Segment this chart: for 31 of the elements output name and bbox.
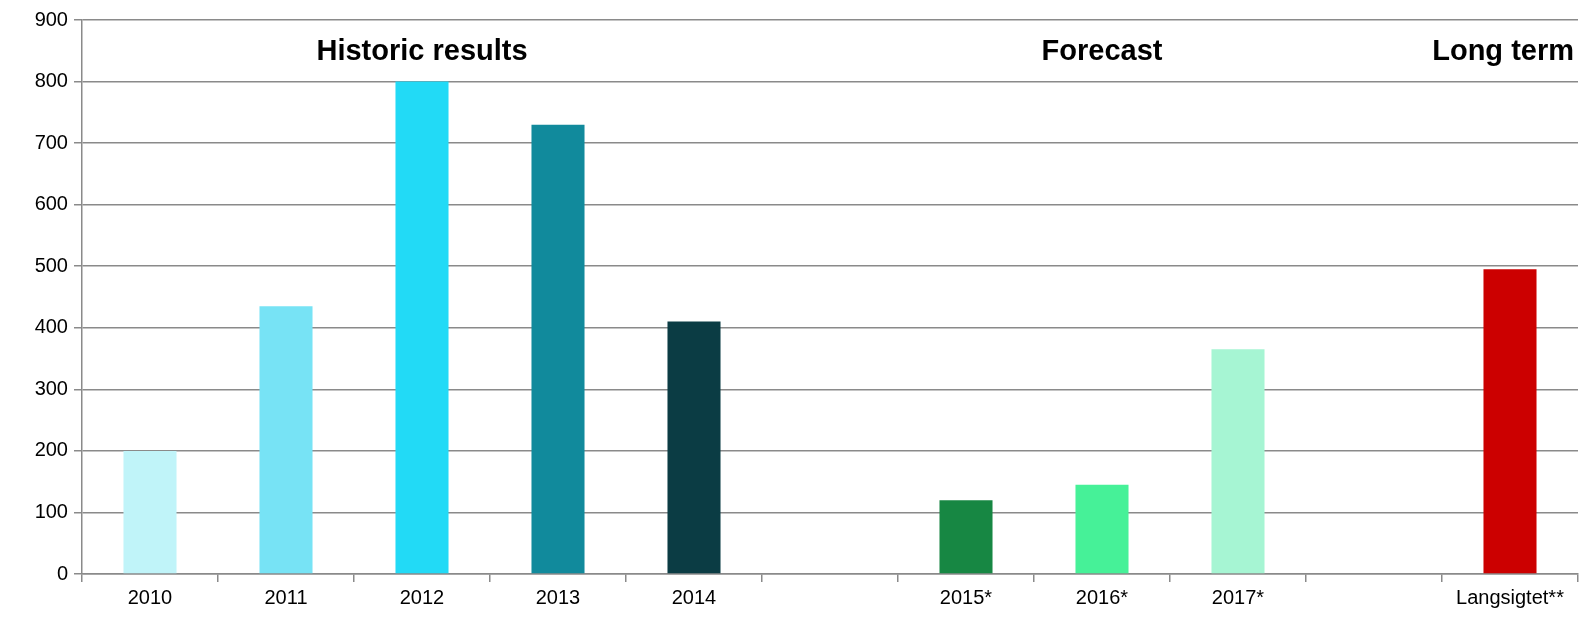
x-tick-label: 2014	[671, 585, 717, 608]
y-tick-label: 200	[34, 438, 68, 461]
bar	[1075, 484, 1129, 574]
bar	[395, 81, 449, 574]
y-tick-label: 500	[34, 253, 68, 276]
x-tick-label: 2011	[264, 585, 308, 608]
y-tick-label: 800	[34, 69, 68, 92]
x-tick-label: 2012	[399, 585, 445, 608]
x-tick-label: Langsigtet**	[1456, 585, 1565, 608]
y-tick-label: 900	[34, 7, 68, 30]
bar	[1211, 349, 1265, 574]
annotation: Long term	[1432, 34, 1574, 66]
y-tick-label: 0	[56, 561, 68, 584]
bar	[531, 124, 585, 574]
bar	[939, 500, 993, 574]
y-tick-label: 600	[34, 192, 68, 215]
y-tick-label: 400	[34, 315, 68, 338]
bar	[123, 450, 177, 574]
annotation: Forecast	[1041, 34, 1163, 66]
y-tick-label: 100	[34, 499, 68, 522]
x-tick-label: 2013	[535, 585, 581, 608]
x-tick-label: 2017*	[1211, 585, 1265, 608]
bar	[1483, 269, 1537, 574]
bar	[667, 321, 721, 574]
y-tick-label: 700	[34, 130, 68, 153]
x-tick-label: 2016*	[1075, 585, 1129, 608]
annotation: Historic results	[316, 34, 528, 66]
x-tick-label: 2015*	[939, 585, 993, 608]
y-tick-label: 300	[34, 376, 68, 399]
x-tick-label: 2010	[127, 585, 173, 608]
bar	[259, 306, 313, 574]
